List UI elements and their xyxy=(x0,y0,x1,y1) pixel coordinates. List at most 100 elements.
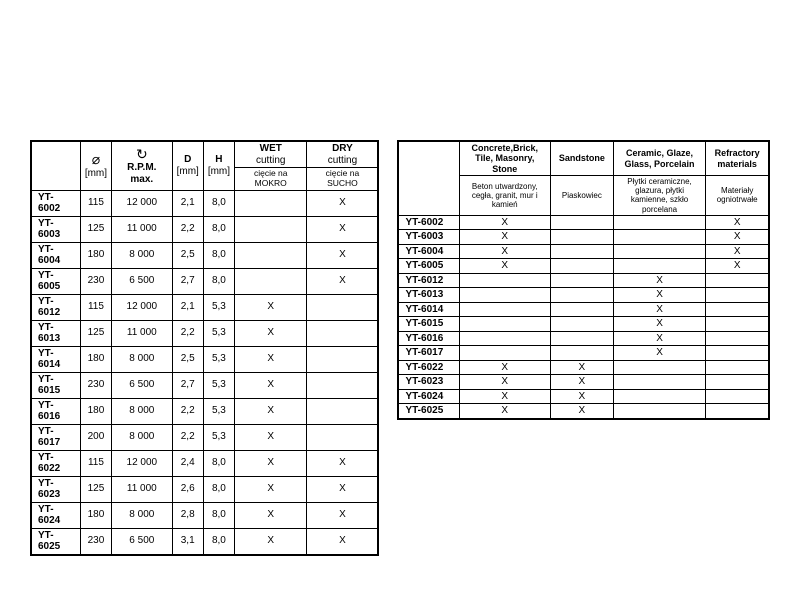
cell-diameter: 125 xyxy=(80,216,111,242)
cell-wet: X xyxy=(235,424,307,450)
table-row: YT-6023XX xyxy=(398,375,769,390)
rpm-icon: ↻ xyxy=(136,146,148,162)
table-row: YT-6016X xyxy=(398,331,769,346)
cell-dry xyxy=(307,372,379,398)
col-sandstone-sub: Piaskowiec xyxy=(550,176,613,216)
col-dry-sub: cięcie na SUCHO xyxy=(307,168,379,191)
cell-d: 2,6 xyxy=(172,476,203,502)
cell-model: YT-6023 xyxy=(31,476,80,502)
cell-h: 5,3 xyxy=(203,320,234,346)
cell-h: 8,0 xyxy=(203,528,234,555)
cell-rpm: 6 500 xyxy=(112,372,173,398)
cell-model: YT-6025 xyxy=(398,404,459,419)
table-row: YT-60041808 0002,58,0X xyxy=(31,242,378,268)
cell-model: YT-6012 xyxy=(398,273,459,288)
cell-dry xyxy=(307,294,379,320)
col-model xyxy=(31,141,80,190)
table-row: YT-6014 X xyxy=(398,302,769,317)
cell-wet xyxy=(235,268,307,294)
cell-diameter: 230 xyxy=(80,268,111,294)
cell-d: 2,2 xyxy=(172,398,203,424)
cell-wet: X xyxy=(235,502,307,528)
cell-refractory xyxy=(706,273,769,288)
cell-diameter: 180 xyxy=(80,242,111,268)
cell-rpm: 12 000 xyxy=(112,190,173,216)
cell-sandstone xyxy=(550,288,613,303)
cell-sandstone xyxy=(550,302,613,317)
cell-sandstone: X xyxy=(550,360,613,375)
cell-h: 5,3 xyxy=(203,372,234,398)
cell-ceramic: X xyxy=(613,288,706,303)
cell-diameter: 125 xyxy=(80,476,111,502)
cell-d: 2,1 xyxy=(172,294,203,320)
cell-h: 5,3 xyxy=(203,398,234,424)
table-row: YT-6025XX xyxy=(398,404,769,419)
table-row: YT-60252306 5003,18,0XX xyxy=(31,528,378,555)
cell-dry: X xyxy=(307,502,379,528)
cell-concrete xyxy=(459,346,550,361)
h-label: H xyxy=(215,154,222,165)
cell-refractory xyxy=(706,346,769,361)
cell-d: 2,2 xyxy=(172,424,203,450)
cell-refractory: X xyxy=(706,244,769,259)
cell-h: 5,3 xyxy=(203,294,234,320)
cell-diameter: 125 xyxy=(80,320,111,346)
cell-diameter: 115 xyxy=(80,450,111,476)
cell-diameter: 115 xyxy=(80,190,111,216)
cell-h: 8,0 xyxy=(203,190,234,216)
cell-model: YT-6012 xyxy=(31,294,80,320)
cell-sandstone xyxy=(550,230,613,245)
cell-wet: X xyxy=(235,476,307,502)
cell-dry xyxy=(307,398,379,424)
cell-h: 8,0 xyxy=(203,502,234,528)
cell-sandstone: X xyxy=(550,404,613,419)
cell-rpm: 12 000 xyxy=(112,450,173,476)
cell-d: 3,1 xyxy=(172,528,203,555)
table-row: YT-600312511 0002,28,0X xyxy=(31,216,378,242)
cell-dry xyxy=(307,320,379,346)
table-row: YT-602312511 0002,68,0XX xyxy=(31,476,378,502)
cell-wet xyxy=(235,242,307,268)
cell-d: 2,7 xyxy=(172,268,203,294)
cell-sandstone xyxy=(550,259,613,274)
cell-d: 2,8 xyxy=(172,502,203,528)
cell-h: 5,3 xyxy=(203,424,234,450)
col-concrete-sub: Beton utwardzony, cegła, granit, mur i k… xyxy=(459,176,550,216)
specs-table: ⌀ [mm] ↻ R.P.M. max. D [mm] H [mm] WET c… xyxy=(30,140,379,556)
cell-rpm: 8 000 xyxy=(112,242,173,268)
table-row: YT-6017X xyxy=(398,346,769,361)
cell-model: YT-6013 xyxy=(398,288,459,303)
cell-h: 8,0 xyxy=(203,216,234,242)
cell-rpm: 8 000 xyxy=(112,424,173,450)
cell-h: 8,0 xyxy=(203,450,234,476)
col-h-header: H [mm] xyxy=(203,141,234,190)
col-concrete-top: Concrete,Brick, Tile, Masonry, Stone xyxy=(459,141,550,176)
cell-diameter: 180 xyxy=(80,398,111,424)
cell-model: YT-6002 xyxy=(398,215,459,230)
h-unit: [mm] xyxy=(208,166,230,177)
cell-dry: X xyxy=(307,528,379,555)
cell-model: YT-6023 xyxy=(398,375,459,390)
cell-concrete xyxy=(459,288,550,303)
cell-diameter: 180 xyxy=(80,502,111,528)
cell-concrete: X xyxy=(459,360,550,375)
cell-model: YT-6014 xyxy=(398,302,459,317)
cell-sandstone: X xyxy=(550,375,613,390)
cell-d: 2,5 xyxy=(172,242,203,268)
cell-ceramic: X xyxy=(613,317,706,332)
col-refractory-sub: Materiały ogniotrwałe xyxy=(706,176,769,216)
cell-dry: X xyxy=(307,450,379,476)
cell-sandstone: X xyxy=(550,389,613,404)
cell-model: YT-6005 xyxy=(31,268,80,294)
table-row: YT-60161808 0002,25,3X xyxy=(31,398,378,424)
diameter-unit: [mm] xyxy=(85,168,107,179)
cell-model: YT-6016 xyxy=(31,398,80,424)
col-d-header: D [mm] xyxy=(172,141,203,190)
table-row: YT-6015X xyxy=(398,317,769,332)
col-model-r xyxy=(398,141,459,215)
cell-concrete xyxy=(459,331,550,346)
cell-wet: X xyxy=(235,294,307,320)
cell-model: YT-6004 xyxy=(31,242,80,268)
cell-ceramic xyxy=(613,404,706,419)
cell-ceramic: X xyxy=(613,302,706,317)
